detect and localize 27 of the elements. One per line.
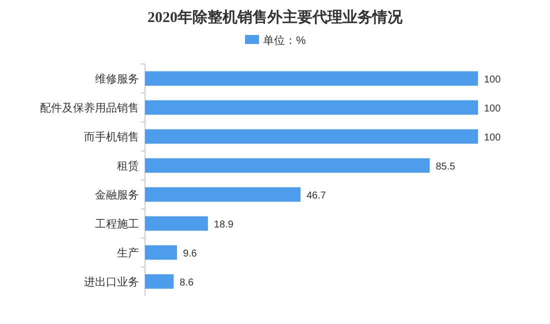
data-label: 100	[484, 104, 502, 114]
bar	[145, 158, 430, 173]
data-label: 18.9	[214, 220, 234, 230]
bar	[145, 71, 478, 86]
bar	[145, 216, 208, 231]
data-label: 85.5	[436, 162, 456, 172]
y-tick-label: 维修服务	[95, 72, 139, 86]
data-label: 100	[484, 132, 502, 144]
chart-title: 2020年除整机销售外主要代理业务情况	[148, 8, 404, 26]
y-tick-label: 配件及保养用品销售	[40, 102, 139, 114]
y-tick-label: 租赁	[117, 160, 139, 172]
bar	[145, 245, 177, 260]
y-tick-label: 进出口业务	[84, 276, 139, 288]
bar	[145, 187, 301, 202]
legend-label: 单位：%	[263, 34, 306, 47]
bar	[145, 274, 174, 289]
data-label: 46.7	[306, 190, 326, 202]
data-label: 100	[484, 74, 502, 86]
y-tick-label: 而手机销售	[84, 130, 139, 144]
y-tick-label: 工程施工	[95, 218, 139, 230]
bar	[145, 129, 478, 144]
y-tick-label: 金融服务	[95, 190, 139, 202]
bar	[145, 100, 478, 115]
data-label: 9.6	[182, 248, 198, 260]
legend: 单位：%	[245, 35, 306, 47]
data-label: 8.6	[180, 278, 194, 288]
y-tick-label: 生产	[117, 246, 139, 260]
